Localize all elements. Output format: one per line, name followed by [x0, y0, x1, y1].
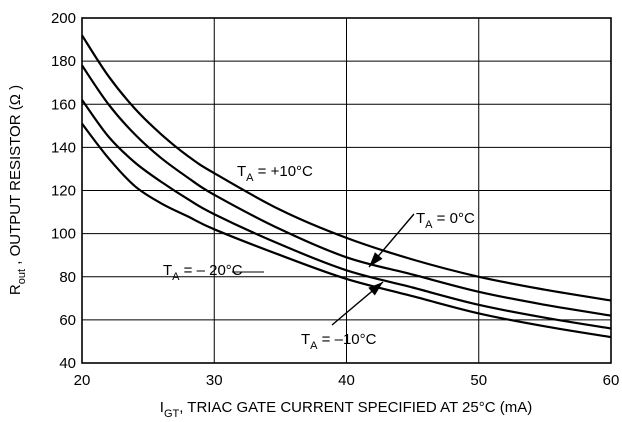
y-axis-ticks: 40 60 80 100 120 140 160 180 200	[51, 10, 76, 372]
y-tick-label: 140	[51, 139, 76, 156]
grid	[81, 17, 612, 364]
x-tick-label: 20	[74, 372, 91, 389]
y-tick-label: 120	[51, 183, 76, 200]
annotation-tp10: TA = +10°C	[237, 163, 313, 184]
leader-t0-arrowhead	[369, 252, 383, 267]
annotation-tm20: TA = – 20°C	[163, 262, 243, 283]
y-tick-label: 200	[51, 10, 76, 27]
x-axis-label: IGT, TRIAC GATE CURRENT SPECIFIED AT 25°…	[160, 399, 532, 420]
series-line-3	[81, 123, 612, 339]
series-layer	[81, 34, 612, 339]
y-tick-label: 160	[51, 96, 76, 113]
series-line-1	[81, 64, 612, 317]
x-axis-ticks: 20 30 40 50 60	[74, 372, 620, 389]
series-line-2	[81, 99, 612, 330]
annotation-tm10: TA = –10°C	[301, 331, 377, 352]
y-tick-label: 100	[51, 226, 76, 243]
y-tick-label: 80	[59, 269, 76, 286]
y-axis-label: Rout , OUTPUT RESISTOR (Ω )	[7, 85, 28, 295]
annotation-leaders	[232, 213, 415, 326]
series-line-0	[81, 34, 612, 302]
y-tick-label: 60	[59, 312, 76, 329]
y-tick-label: 180	[51, 53, 76, 70]
annotation-t0: TA = 0°C	[416, 210, 475, 231]
x-tick-label: 50	[470, 372, 487, 389]
plot-frame	[81, 17, 612, 364]
y-tick-label: 40	[59, 355, 76, 372]
x-tick-label: 60	[603, 372, 620, 389]
x-tick-label: 40	[338, 372, 355, 389]
leader-tm10-arrowhead	[368, 282, 383, 296]
x-tick-label: 30	[206, 372, 223, 389]
